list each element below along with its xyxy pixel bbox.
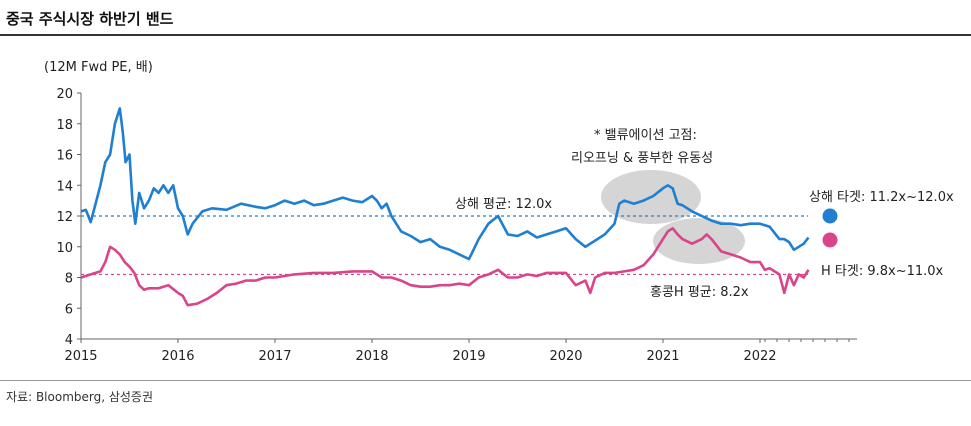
- ref-label-hongkong: 홍콩H 평균: 8.2x: [650, 285, 749, 300]
- y-tick-label: 4: [65, 333, 73, 348]
- y-tick-label: 16: [56, 149, 73, 164]
- legend: 상해 타겟: 11.2x~12.0x H 타겟: 9.8x~11.0x: [809, 190, 954, 279]
- legend-dot-shanghai: [822, 208, 838, 224]
- y-unit-label: (12M Fwd PE, 배): [44, 60, 153, 75]
- annotation-line-2: 리오프닝 & 풍부한 유동성: [571, 151, 713, 166]
- series-line-shanghai: [80, 107, 810, 261]
- x-tick-label: 2018: [355, 349, 388, 364]
- pe-band-chart: (12M Fwd PE, 배) 4 6 8 10 12 14 16 18 20 2015 2016…: [44, 60, 954, 364]
- x-axis: 2015 2016 2017 2018 2019 2020 2021 2022: [64, 338, 857, 364]
- highlight-zones: [601, 170, 745, 264]
- x-tick-label: 2017: [258, 349, 291, 364]
- y-tick-label: 8: [65, 272, 73, 287]
- page-title: 중국 주식시장 하반기 밴드: [6, 10, 174, 28]
- footer-divider: [0, 380, 971, 381]
- x-tick-label: 2021: [646, 349, 679, 364]
- x-tick-label: 2020: [549, 349, 582, 364]
- title-divider: [0, 34, 971, 36]
- y-axis: 4 6 8 10 12 14 16 18 20: [56, 87, 82, 348]
- y-tick-label: 20: [56, 87, 73, 102]
- annotation-line-1: * 밸류에이션 고점:: [594, 128, 697, 143]
- source-note: 자료: Bloomberg, 삼성증권: [6, 390, 154, 404]
- x-tick-label: 2016: [161, 349, 194, 364]
- y-tick-label: 6: [65, 302, 73, 317]
- ref-label-shanghai: 상해 평균: 12.0x: [455, 197, 552, 212]
- legend-dot-hongkong: [822, 232, 838, 248]
- legend-label-shanghai: 상해 타겟: 11.2x~12.0x: [809, 190, 954, 205]
- x-tick-label: 2022: [743, 349, 776, 364]
- series-line-hongkong: [80, 227, 810, 307]
- y-tick-label: 10: [56, 241, 73, 256]
- y-tick-label: 18: [56, 118, 73, 133]
- x-tick-label: 2019: [452, 349, 485, 364]
- y-tick-label: 14: [56, 179, 73, 194]
- y-tick-label: 12: [56, 210, 73, 225]
- x-tick-label: 2015: [64, 349, 97, 364]
- legend-label-hongkong: H 타겟: 9.8x~11.0x: [821, 264, 944, 279]
